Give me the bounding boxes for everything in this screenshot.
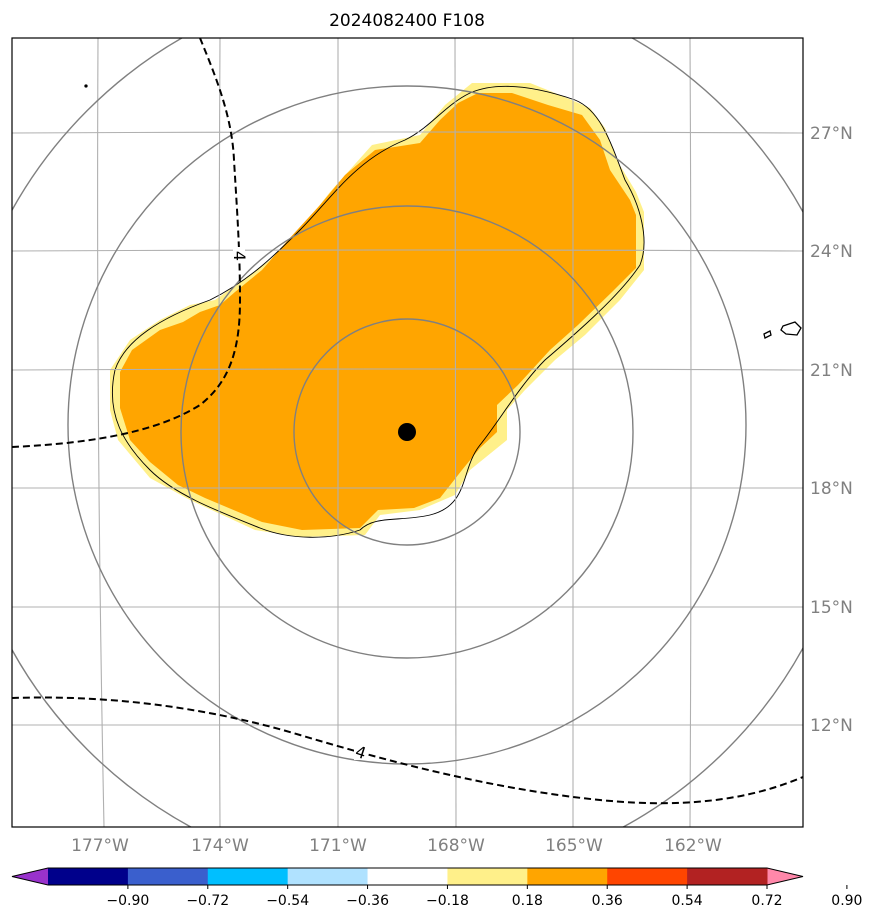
colorbar-segment	[367, 868, 448, 885]
colorbar-tick-label: 0.36	[592, 893, 623, 909]
colorbar-tick-label: −0.72	[186, 893, 229, 909]
lat-label: 18°N	[810, 479, 853, 499]
colorbar: −0.90 −0.72 −0.54 −0.36 −0.18 0.18 0.36 0.54 0.7…	[11, 867, 862, 909]
storm-center-marker	[398, 423, 416, 441]
colorbar-segment	[127, 868, 209, 885]
colorbar-segment	[207, 868, 289, 885]
map-area	[12, 38, 803, 827]
colorbar-segment	[687, 868, 768, 885]
lon-label: 162°W	[664, 836, 722, 856]
colorbar-tick-label: −0.90	[106, 893, 149, 909]
lat-label: 27°N	[810, 124, 853, 144]
outline-contour	[111, 85, 645, 538]
dashed-contours	[12, 38, 803, 805]
lat-labels: 27°N 24°N 21°N 18°N 15°N 12°N	[810, 124, 853, 736]
colorbar-segment	[527, 868, 608, 885]
colorbar-tick-label: −0.36	[346, 893, 389, 909]
lon-label: 168°W	[427, 836, 485, 856]
island-outline	[763, 330, 772, 339]
colorbar-tick-label: −0.18	[426, 893, 469, 909]
lon-label: 174°W	[191, 836, 249, 856]
island-outline	[780, 321, 802, 336]
lon-label: 171°W	[309, 836, 367, 856]
shading-main-region	[120, 93, 636, 530]
colorbar-segment	[48, 868, 129, 885]
colorbar-tick-label: 0.90	[831, 893, 862, 909]
dashed-contour-line	[12, 38, 242, 448]
dashed-contour-line	[12, 696, 803, 805]
lon-label: 165°W	[545, 836, 603, 856]
range-ring	[180, 205, 634, 659]
lat-label: 12°N	[810, 716, 853, 736]
colorbar-extend-low	[12, 868, 48, 885]
contour-label: 4	[230, 251, 249, 261]
colorbar-extend-high	[767, 868, 803, 885]
range-ring	[293, 318, 521, 546]
contour-label-bg	[354, 742, 366, 760]
colorbar-tick-label: 0.18	[512, 893, 543, 909]
lat-label: 24°N	[810, 242, 853, 262]
contour-label-bg	[233, 247, 245, 263]
map-frame	[11, 37, 804, 828]
lon-label: 177°W	[71, 836, 129, 856]
graticule	[12, 38, 803, 827]
lat-label: 21°N	[810, 361, 853, 381]
lon-labels: 177°W 174°W 171°W 168°W 165°W 162°W	[71, 836, 722, 856]
island-dot	[84, 84, 88, 88]
colorbar-tick-label: −0.54	[266, 893, 309, 909]
colorbar-segment	[607, 868, 688, 885]
colorbar-outline	[11, 867, 804, 886]
colorbar-tick-label: 0.72	[751, 893, 782, 909]
islands	[84, 84, 802, 339]
colorbar-tick-label: 0.54	[672, 893, 703, 909]
colorbar-segment	[287, 868, 369, 885]
lat-label: 15°N	[810, 598, 853, 618]
colorbar-segment	[447, 868, 528, 885]
map-title: 2024082400 F108	[329, 11, 485, 31]
